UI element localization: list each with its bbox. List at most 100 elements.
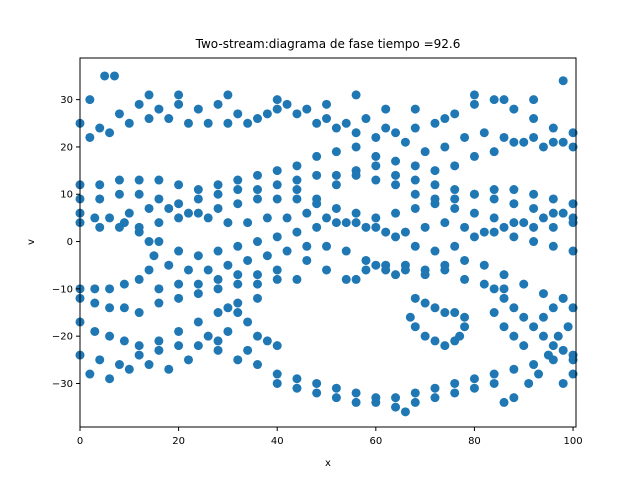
scatter-point (440, 341, 450, 351)
scatter-point (410, 175, 420, 185)
scatter-point (233, 298, 243, 308)
y-axis-label: v (26, 239, 37, 245)
scatter-point (440, 142, 450, 152)
scatter-point (272, 274, 282, 284)
scatter-point (529, 132, 539, 142)
scatter-point (489, 284, 499, 294)
scatter-point (558, 76, 568, 86)
scatter-point (154, 284, 164, 294)
scatter-point (272, 166, 282, 176)
scatter-point (568, 199, 578, 209)
y-tick-label: −20 (52, 332, 73, 343)
scatter-point (223, 326, 233, 336)
scatter-point (538, 331, 548, 341)
scatter-point (90, 213, 100, 223)
x-tick-label: 20 (172, 436, 185, 447)
scatter-point (410, 293, 420, 303)
scatter-point (450, 109, 460, 119)
scatter-point (391, 208, 401, 218)
scatter-point (509, 218, 519, 228)
scatter-point (95, 123, 105, 133)
scatter-point (233, 241, 243, 251)
scatter-point (119, 279, 129, 289)
scatter-point (134, 274, 144, 284)
scatter-point (410, 203, 420, 213)
scatter-point (262, 251, 272, 261)
scatter-point (499, 397, 509, 407)
scatter-point (469, 90, 479, 100)
y-tick-label: 10 (60, 190, 73, 201)
scatter-point (371, 132, 381, 142)
scatter-point (262, 336, 272, 346)
scatter-point (282, 246, 292, 256)
scatter-point (430, 383, 440, 393)
scatter-point (538, 213, 548, 223)
scatter-point (253, 279, 262, 289)
scatter-point (322, 99, 332, 109)
scatter-point (391, 393, 401, 403)
scatter-point (174, 180, 184, 190)
scatter-point (134, 350, 144, 360)
scatter-point (351, 208, 361, 218)
scatter-point (371, 397, 381, 407)
scatter-point (351, 388, 361, 398)
scatter-point (391, 156, 401, 166)
scatter-point (183, 208, 193, 218)
scatter-point (154, 237, 164, 247)
scatter-point (243, 345, 253, 355)
scatter-point (233, 279, 243, 289)
scatter-point (124, 208, 134, 218)
scatter-point (85, 132, 95, 142)
scatter-point (213, 284, 223, 294)
scatter-point (371, 175, 381, 185)
scatter-point (193, 104, 203, 114)
y-tick-label: 20 (60, 142, 73, 153)
scatter-point (233, 308, 243, 318)
scatter-point (114, 222, 124, 232)
scatter-point (164, 114, 174, 124)
scatter-point (410, 123, 420, 133)
scatter-point (95, 194, 105, 204)
scatter-point (243, 255, 253, 265)
scatter-point (253, 331, 262, 341)
scatter-point (351, 397, 361, 407)
scatter-point (371, 151, 381, 161)
scatter-point (391, 232, 401, 242)
scatter-point (499, 222, 509, 232)
scatter-point (543, 350, 553, 360)
scatter-point (253, 170, 262, 180)
scatter-point (351, 166, 361, 176)
scatter-point (420, 147, 430, 157)
scatter-point (509, 364, 519, 374)
scatter-point (322, 213, 332, 223)
scatter-point (568, 213, 578, 223)
scatter-point (203, 118, 213, 128)
scatter-point (400, 407, 410, 417)
scatter-point (149, 251, 159, 261)
scatter-point (568, 355, 578, 365)
scatter-point (529, 189, 539, 199)
scatter-point (193, 289, 203, 299)
scatter-point (174, 279, 184, 289)
scatter-point (469, 232, 479, 242)
scatter-point (420, 331, 430, 341)
scatter-point (558, 345, 568, 355)
scatter-point (381, 104, 391, 114)
scatter-point (233, 270, 243, 280)
scatter-point (391, 128, 401, 138)
scatter-point (331, 123, 341, 133)
scatter-point (361, 222, 371, 232)
scatter-point (105, 303, 115, 313)
scatter-point (282, 213, 292, 223)
scatter-point (460, 255, 470, 265)
scatter-point (312, 170, 322, 180)
scatter-point (105, 213, 115, 223)
scatter-point (90, 326, 100, 336)
scatter-point (341, 118, 351, 128)
scatter-point (391, 170, 401, 180)
scatter-point (223, 90, 233, 100)
scatter-point (262, 213, 272, 223)
scatter-point (183, 355, 193, 365)
scatter-point (90, 298, 100, 308)
